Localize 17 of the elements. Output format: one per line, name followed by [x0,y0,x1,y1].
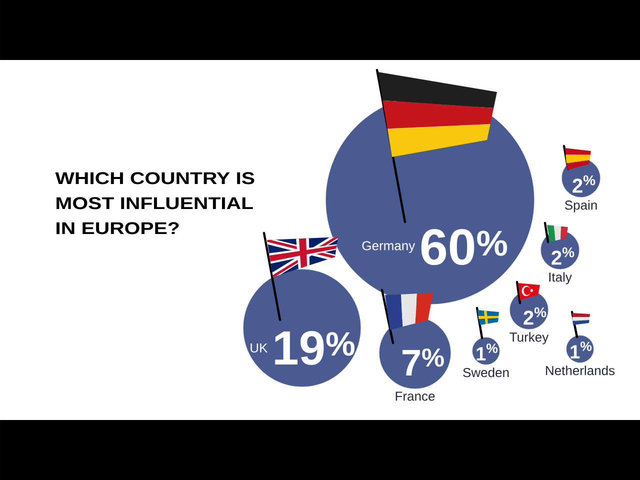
category-label: Sweden [463,368,509,378]
category-label: Italy [549,272,572,284]
category-label: Spain [564,200,597,212]
category-label: Turkey [510,332,549,344]
category-label: Germany [362,241,416,253]
text: WHICH COUNTRY IS MOST INFLUENTIAL IN EUROPE? [55,172,254,234]
data-label: 2$^{%}$ [552,247,574,265]
data-label: 19$^{%}$ [275,331,354,365]
category-label: UK [250,343,268,353]
data-label: 7$^{%}$ [402,348,444,376]
data-label: 2$^{%}$ [572,175,596,193]
category-label: Netherlands [546,366,615,376]
data-label: 1$^{%}$ [570,342,592,358]
data-label: 60$^{%}$ [421,228,508,266]
data-label: 1$^{%}$ [476,344,498,360]
data-label: 2$^{%}$ [524,307,546,325]
category-label: France [396,392,435,401]
